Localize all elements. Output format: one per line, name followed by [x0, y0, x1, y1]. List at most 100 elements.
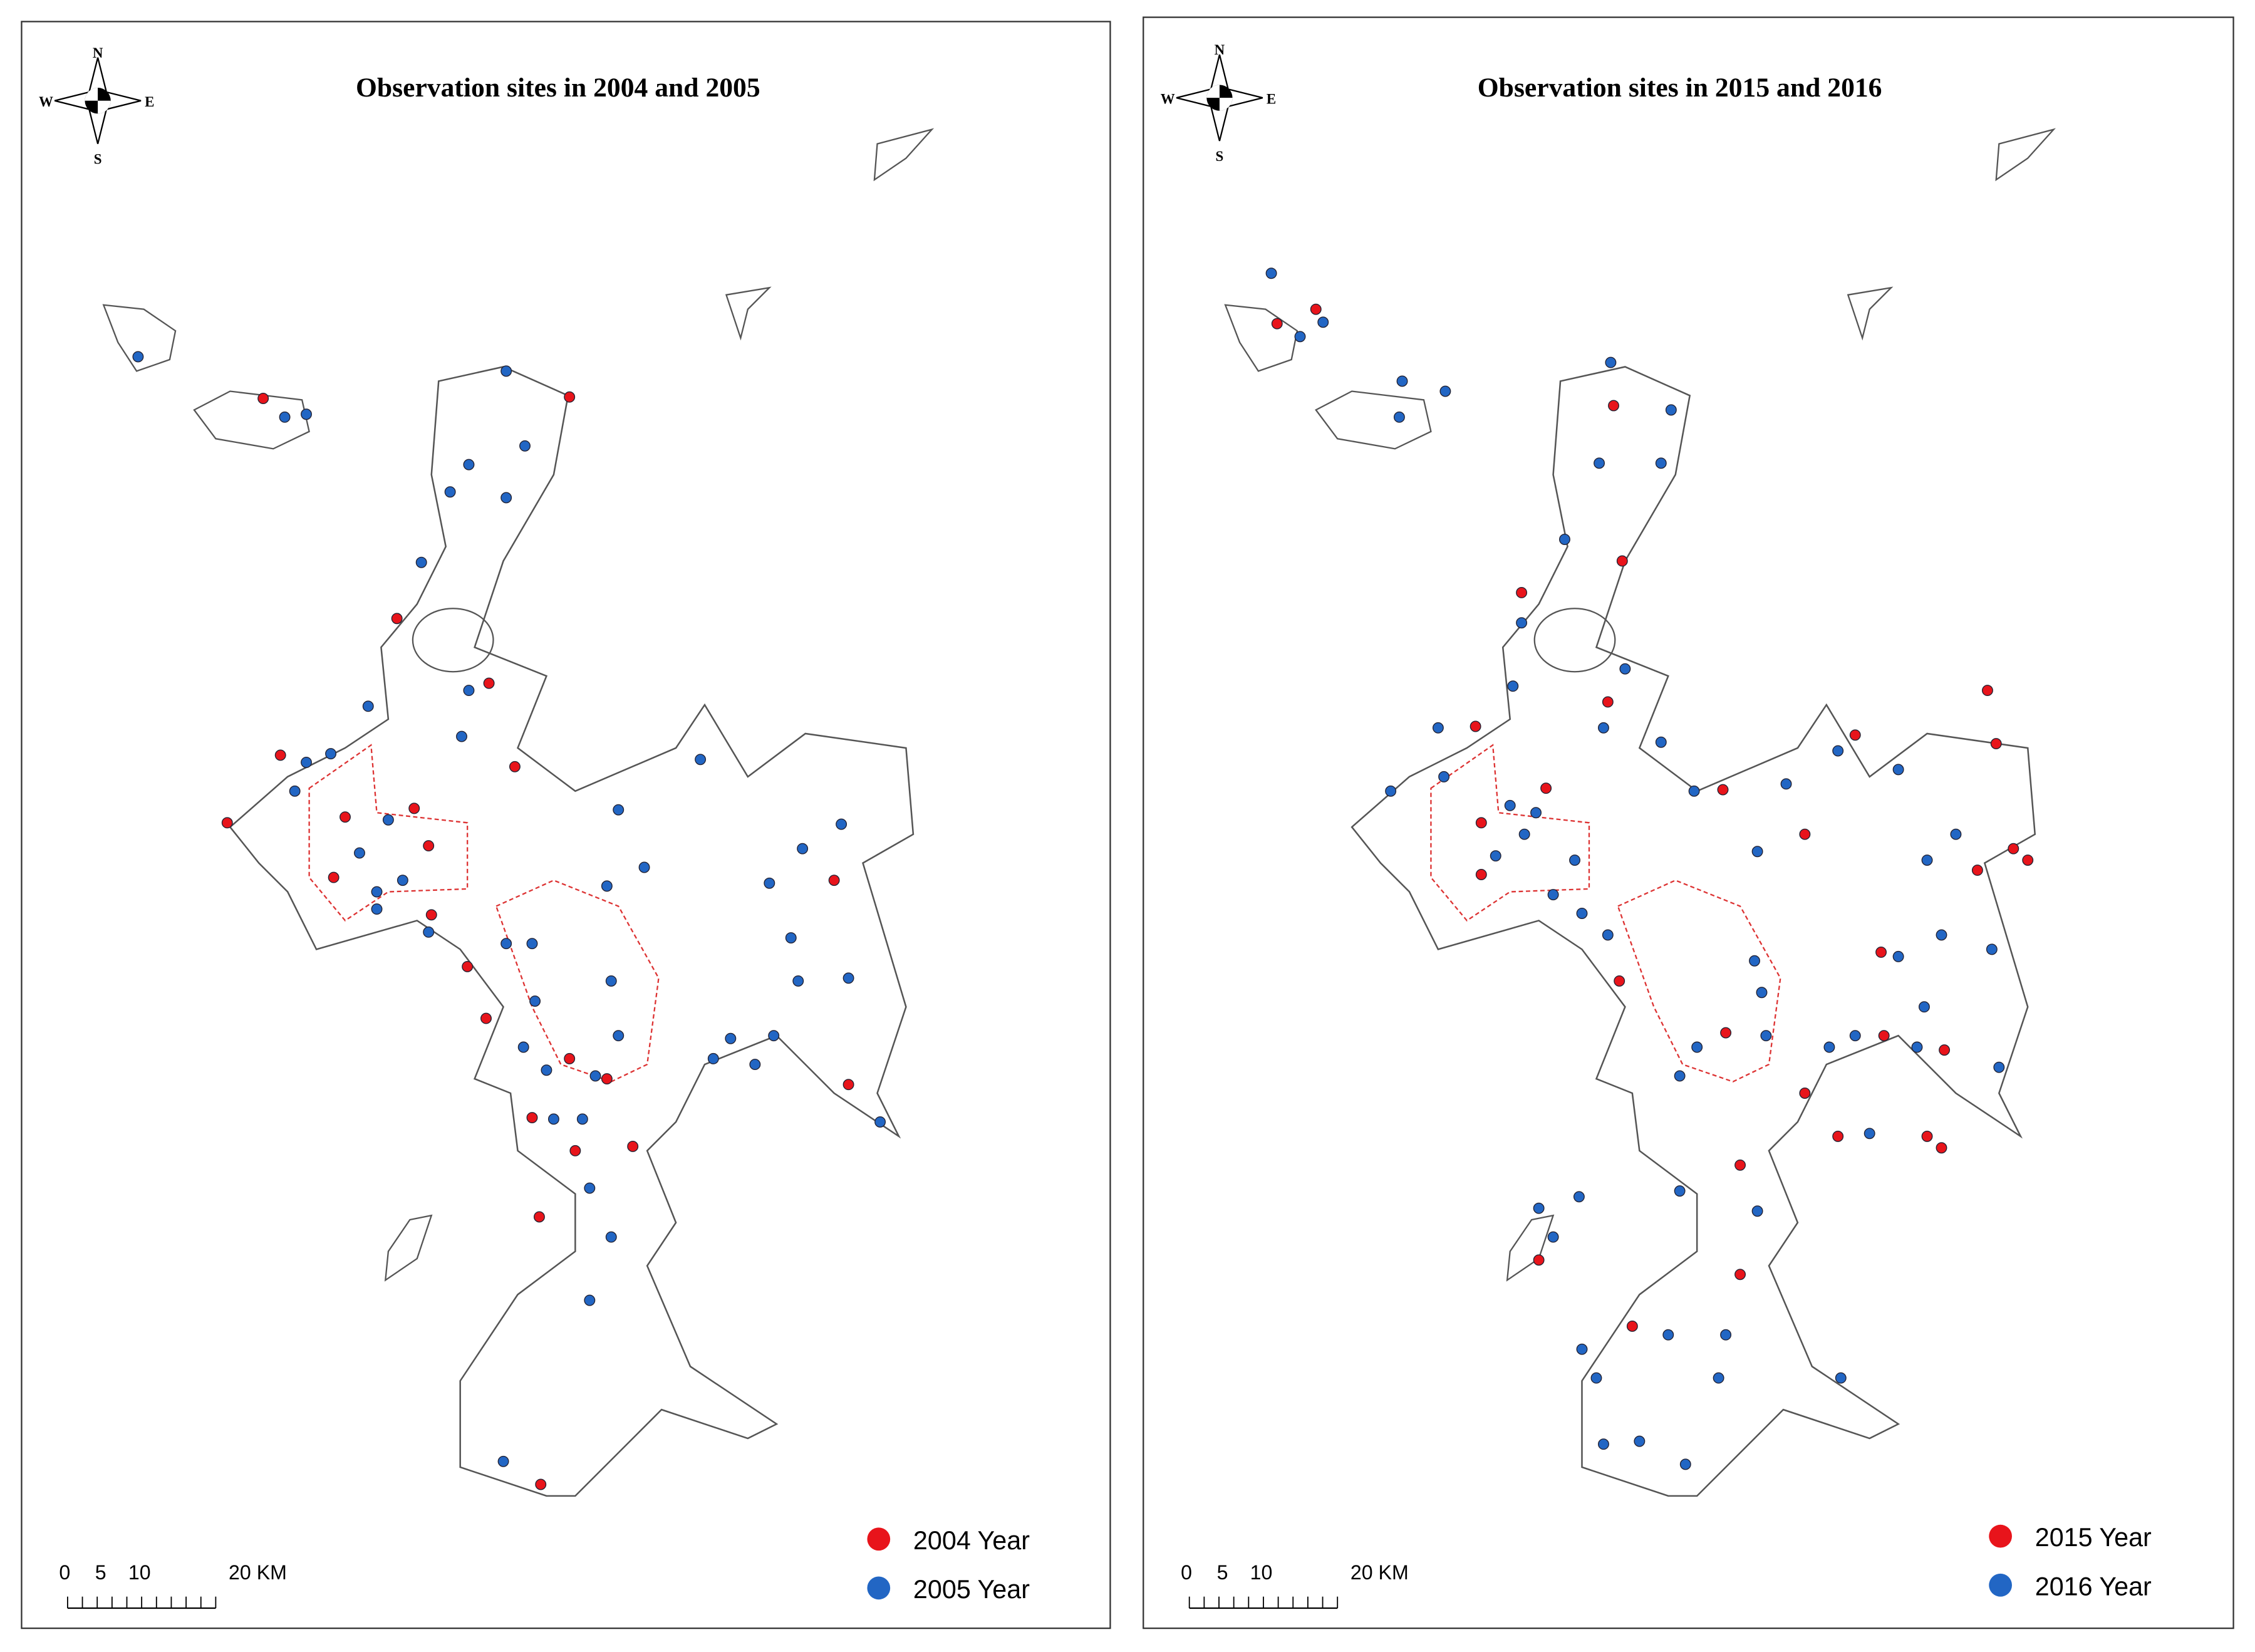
- observation-site: [836, 818, 848, 830]
- scale-label: 0: [1181, 1561, 1192, 1584]
- panel-frame: [21, 21, 1111, 1629]
- observation-site: [1832, 745, 1844, 757]
- observation-site: [1799, 828, 1811, 840]
- observation-site: [1655, 457, 1667, 469]
- protected-zone: [495, 879, 660, 1083]
- observation-site: [340, 811, 351, 823]
- observation-site: [541, 1064, 552, 1076]
- observation-site: [547, 1113, 559, 1125]
- observation-site: [526, 938, 538, 950]
- observation-site: [1518, 828, 1530, 840]
- observation-site: [1717, 784, 1729, 796]
- island: [193, 390, 310, 450]
- observation-site: [1936, 929, 1947, 941]
- island: [412, 608, 494, 673]
- compass-e: E: [145, 94, 154, 110]
- observation-site: [584, 1182, 596, 1194]
- observation-site: [1835, 1372, 1847, 1384]
- observation-site: [1540, 782, 1552, 794]
- observation-site: [1655, 736, 1667, 748]
- observation-site: [397, 875, 408, 886]
- observation-site: [605, 1231, 617, 1243]
- observation-site: [589, 1070, 601, 1082]
- scale-label: 10: [128, 1561, 151, 1584]
- legend-marker: [867, 1527, 891, 1551]
- observation-site: [1265, 268, 1277, 279]
- observation-site: [1921, 1130, 1933, 1142]
- compass-n: N: [1215, 42, 1225, 58]
- observation-site: [1439, 385, 1451, 397]
- island: [1847, 286, 1894, 341]
- observation-site: [497, 1455, 509, 1467]
- observation-site: [301, 756, 312, 768]
- observation-site: [605, 975, 617, 987]
- observation-site: [1576, 1343, 1588, 1355]
- map-panel: Observation sites in 2015 and 2016 N S W E 0 5…: [1143, 16, 2234, 1629]
- observation-site: [1547, 889, 1559, 901]
- observation-site: [2008, 843, 2019, 855]
- observation-site: [354, 847, 365, 859]
- observation-site: [1385, 785, 1397, 797]
- lake-geometry: [102, 128, 935, 1497]
- observation-site: [1936, 1142, 1947, 1154]
- observation-site: [519, 440, 531, 452]
- island: [725, 286, 772, 341]
- observation-site: [797, 843, 809, 855]
- observation-site: [325, 748, 337, 760]
- observation-site: [1990, 738, 2002, 750]
- observation-site: [764, 877, 775, 889]
- observation-site: [1559, 534, 1570, 545]
- observation-site: [371, 903, 383, 915]
- observation-site: [1751, 1205, 1763, 1217]
- observation-site: [1674, 1070, 1686, 1082]
- observation-site: [1950, 828, 1962, 840]
- observation-site: [1760, 1030, 1772, 1042]
- protected-zone: [1617, 879, 1781, 1083]
- panel-frame: [1143, 16, 2234, 1629]
- observation-site: [535, 1478, 547, 1490]
- observation-site: [1396, 375, 1408, 387]
- observation-site: [1602, 696, 1614, 708]
- observation-site: [509, 761, 521, 772]
- observation-site: [1605, 356, 1617, 368]
- observation-site: [517, 1041, 529, 1053]
- observation-site: [1691, 1041, 1703, 1053]
- island: [1506, 1214, 1555, 1282]
- observation-site: [480, 1012, 492, 1024]
- map-panel: Observation sites in 2004 and 2005 N S W E 0 5…: [21, 21, 1111, 1629]
- observation-site: [1986, 943, 1998, 955]
- observation-site: [423, 926, 435, 938]
- island: [873, 128, 935, 182]
- observation-site: [1516, 617, 1528, 629]
- observation-site: [1271, 318, 1283, 330]
- legend-label: 2005 Year: [913, 1575, 1030, 1604]
- observation-site: [1294, 331, 1306, 343]
- observation-site: [828, 875, 840, 886]
- protected-zone: [1430, 744, 1590, 922]
- observation-site: [1720, 1027, 1732, 1039]
- compass-s: S: [1216, 148, 1224, 164]
- observation-site: [601, 1073, 613, 1084]
- observation-site: [1939, 1044, 1951, 1056]
- compass-w: W: [39, 94, 53, 110]
- island: [1224, 304, 1299, 372]
- observation-site: [874, 1116, 886, 1128]
- compass-center: [85, 88, 111, 114]
- observation-site: [529, 995, 541, 1007]
- observation-site: [792, 975, 804, 987]
- observation-site: [463, 685, 475, 697]
- observation-site: [1569, 855, 1580, 866]
- observation-site: [1590, 1372, 1602, 1384]
- observation-site: [749, 1059, 761, 1071]
- observation-site: [1475, 869, 1487, 880]
- lake-geometry: [1224, 128, 2056, 1497]
- observation-site: [725, 1032, 737, 1044]
- observation-site: [1849, 729, 1861, 741]
- observation-site: [1993, 1061, 2005, 1073]
- legend-marker: [867, 1576, 891, 1600]
- observation-site: [1751, 846, 1763, 858]
- legend-label: 2015 Year: [2035, 1523, 2152, 1552]
- scale-label: 5: [1217, 1561, 1228, 1584]
- observation-site: [1921, 855, 1933, 866]
